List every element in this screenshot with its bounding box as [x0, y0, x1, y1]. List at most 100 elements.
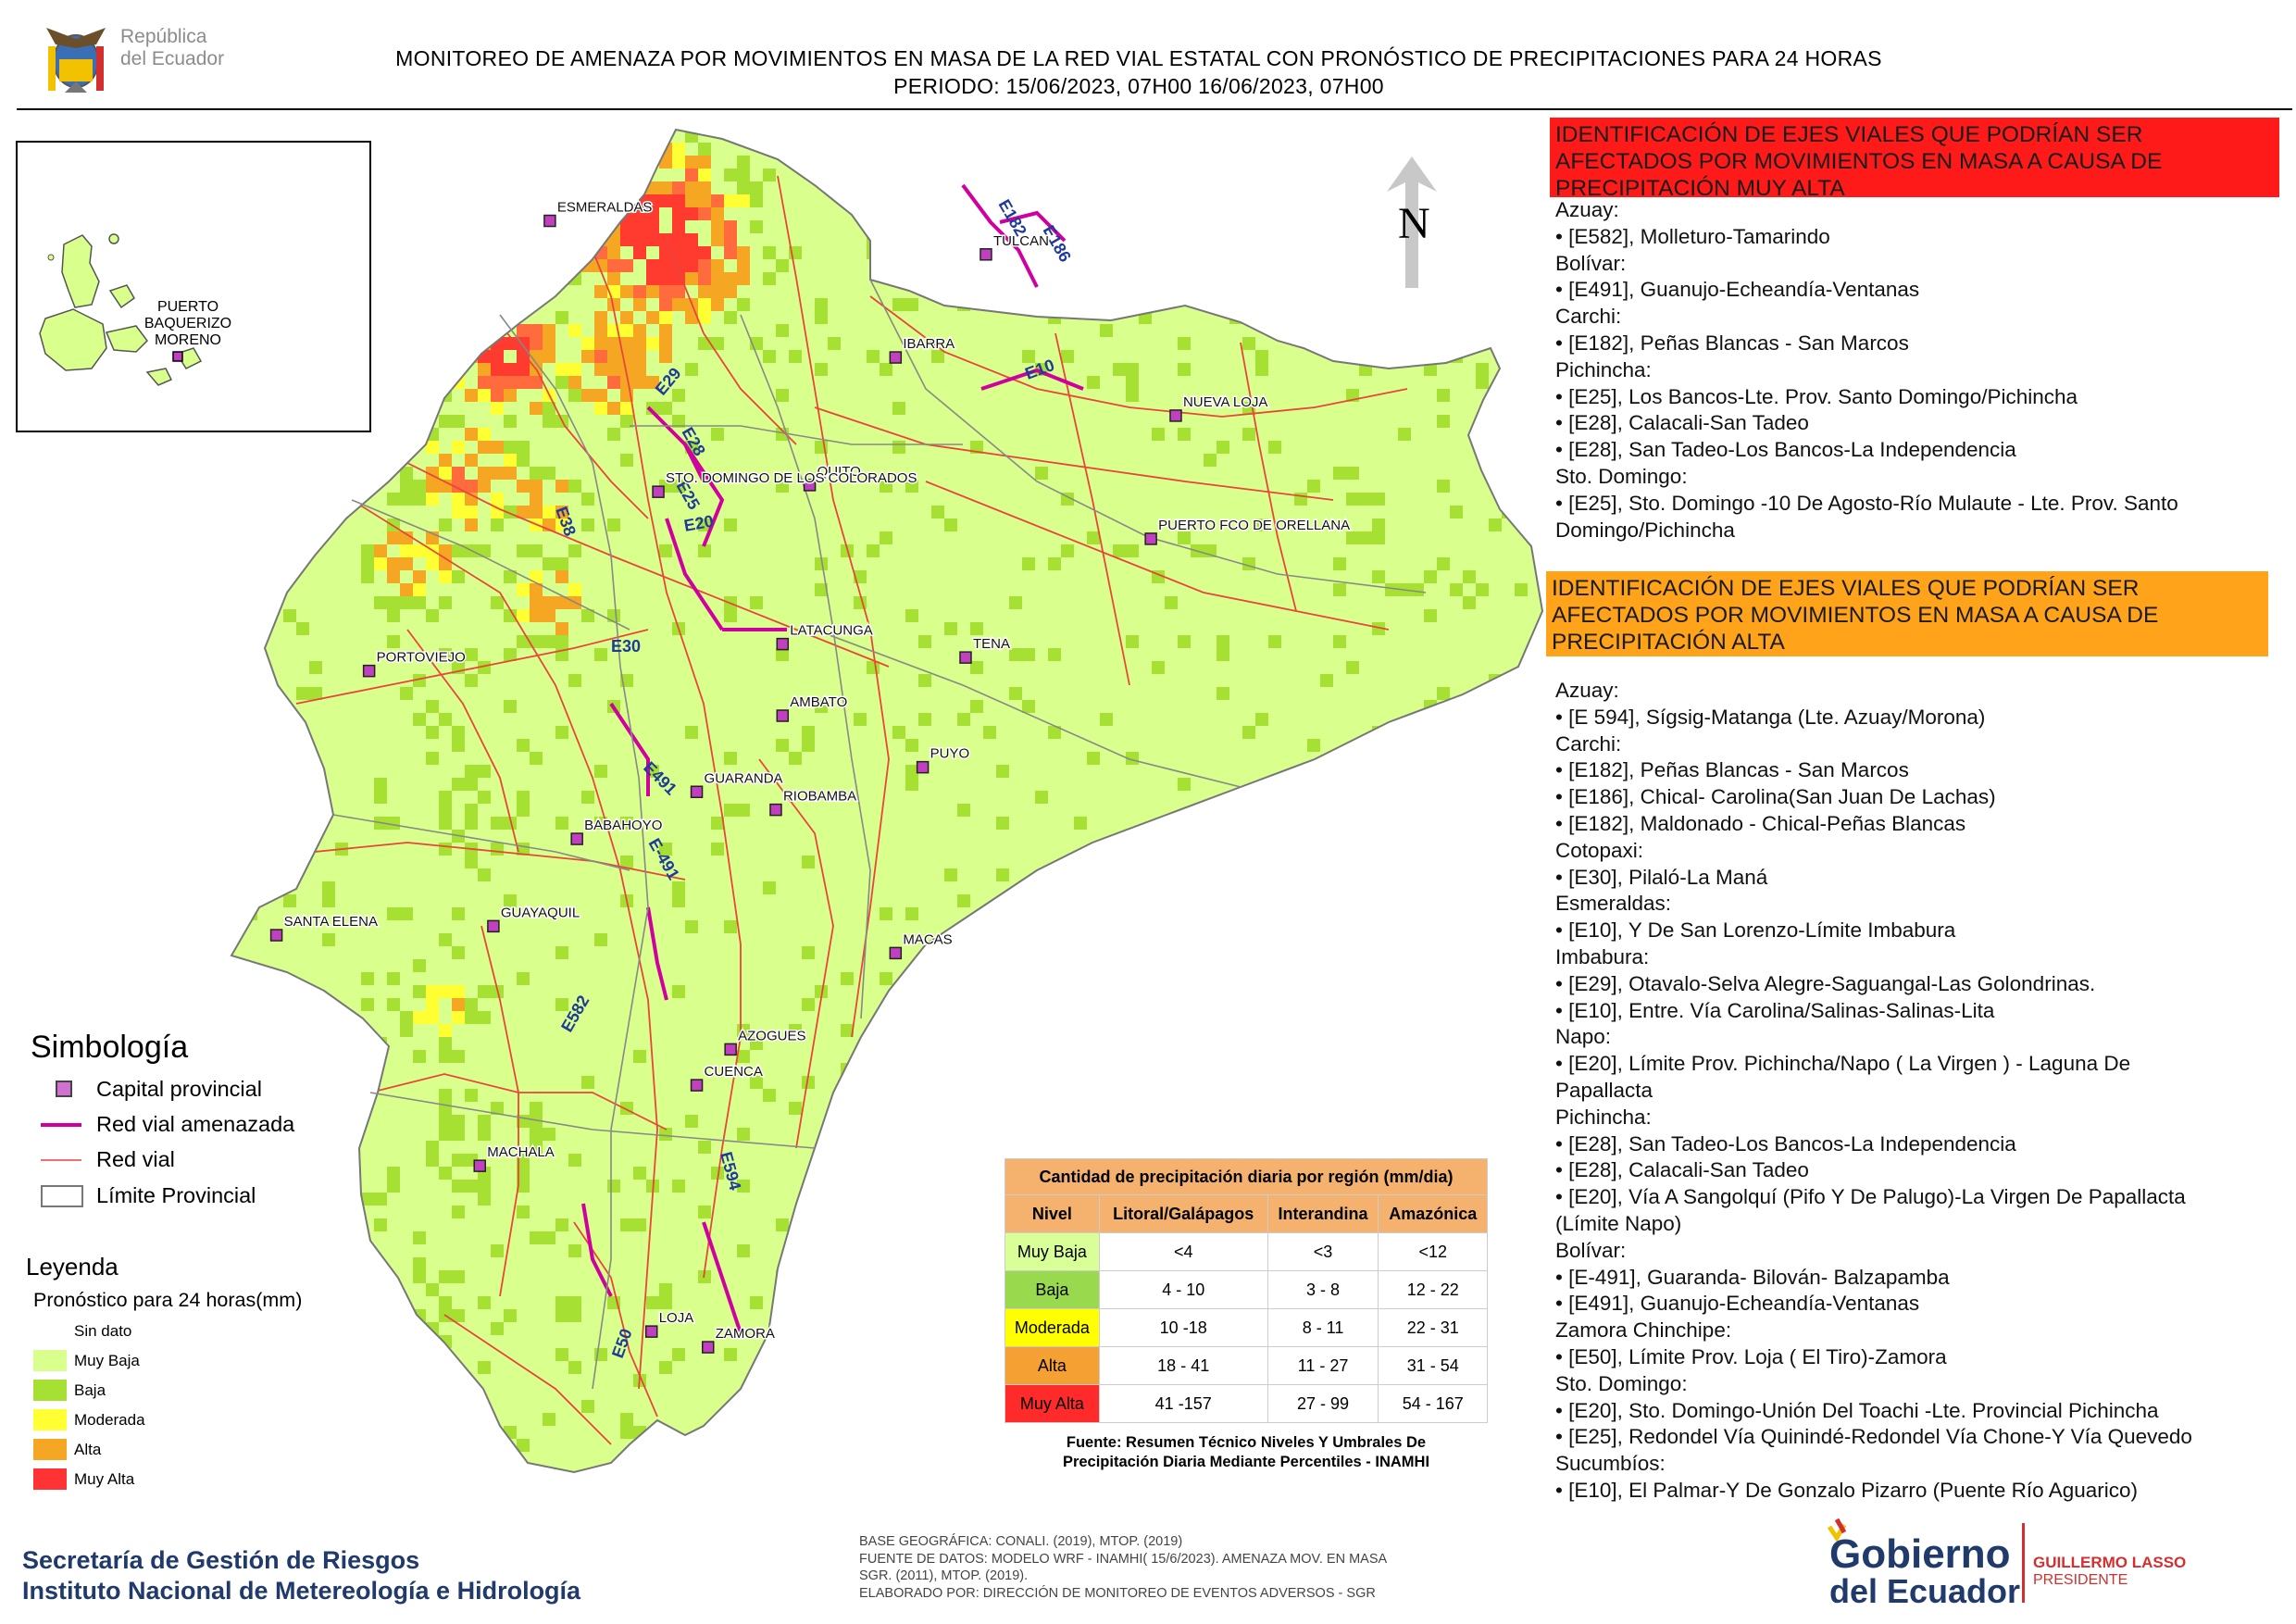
city-marker [889, 946, 903, 960]
gobierno-del-ecuador-logo: Gobierno del Ecuador GUILLERMO LASSO PRE… [1827, 1518, 2186, 1610]
threshold-cell: 10 -18 [1098, 1308, 1268, 1347]
legend-swatch [33, 1350, 67, 1371]
high-threat-road-list: Azuay: • [E 594], Sígsig-Matanga (Lte. Az… [1555, 678, 2192, 1505]
city-label: AMBATO [790, 694, 847, 710]
threatened-road [609, 702, 650, 796]
threatened-road [646, 906, 668, 1001]
threatened-road [702, 1221, 742, 1334]
road-item: • [E10], El Palmar-Y De Gonzalo Pizarro … [1555, 1478, 2139, 1502]
threshold-cell: <12 [1378, 1232, 1488, 1271]
high-heading-line: IDENTIFICACIÓN DE EJES VIALES QUE PODRÍA… [1552, 576, 2140, 601]
province-name: Sto. Domingo: [1555, 1371, 1688, 1395]
city-marker [362, 664, 376, 678]
road-network [295, 175, 1408, 1445]
city-label: STO. DOMINGO DE LOS COLORADOS [666, 470, 917, 486]
very-high-heading-line: IDENTIFICACIÓN DE EJES VIALES QUE PODRÍA… [1555, 122, 2143, 147]
threshold-cell: 22 - 31 [1378, 1308, 1488, 1347]
leyenda-subtitle: Pronóstico para 24 horas(mm) [33, 1289, 303, 1311]
ecuador-coat-of-arms-icon [46, 28, 106, 93]
city-marker [690, 1079, 704, 1092]
city-label: TULCAN [993, 233, 1049, 249]
map-period: PERIODO: 15/06/2023, 07H00 16/06/2023, 0… [893, 74, 1384, 98]
table-header: Interandina [1267, 1194, 1379, 1233]
boundary-label: Límite Provincial [96, 1183, 256, 1207]
very-high-threat-road-list: Azuay: • [E582], Molleturo-Tamarindo Bolív… [1555, 197, 2178, 543]
road-item: • [E28], Calacali-San Tadeo [1555, 411, 1809, 435]
legend-label: Baja [74, 1381, 106, 1399]
province-name: Zamora Chinchipe: [1555, 1318, 1732, 1343]
city-label: TENA [973, 636, 1010, 652]
city-marker [1144, 532, 1157, 545]
threshold-cell: 54 - 167 [1378, 1384, 1488, 1423]
city-marker [690, 785, 704, 799]
road-item: • [E20], Vía A Sangolquí (Pifo Y De Palu… [1555, 1185, 2186, 1209]
province-name: Esmeraldas: [1555, 892, 1672, 916]
province-name: Sucumbíos: [1555, 1452, 1666, 1476]
road-item: • [E-491], Guaranda- Bilován- Balzapamba [1555, 1265, 1950, 1289]
galapagos-inset: PUERTO BAQUERIZO MORENO [16, 141, 371, 432]
republica-line1: República [120, 26, 207, 47]
city-label: LATACUNGA [790, 623, 872, 639]
source-text: BASE GEOGRÁFICA: CONALI. (2019), MTOP. (… [859, 1534, 1183, 1549]
level-cell: Muy Baja [1004, 1232, 1100, 1271]
road-item: • [E491], Guanujo-Echeandía-Ventanas [1555, 1292, 1920, 1316]
header-divider [17, 108, 2292, 110]
republica-del-ecuador-text: República del Ecuador [120, 26, 224, 70]
legend-swatch [33, 1380, 67, 1401]
source-text: ELABORADO POR: DIRECCIÓN DE MONITOREO DE… [859, 1585, 1376, 1601]
legend-label: Moderada [74, 1411, 145, 1429]
table-row: Muy Alta 41 -157 27 - 99 54 - 167 [1004, 1384, 1488, 1423]
city-label: PORTOVIEJO [377, 650, 466, 666]
very-high-heading-line: AFECTADOS POR MOVIMIENTOS EN MASA A CAUS… [1555, 149, 2163, 174]
boundary-symbol-icon [41, 1185, 83, 1207]
threatened-road-label: Red vial amenazada [96, 1112, 295, 1136]
level-cell: Alta [1004, 1346, 1100, 1385]
city-marker [769, 803, 782, 817]
road-item: • [E182], Peñas Blancas - San Marcos [1555, 758, 1909, 782]
threshold-cell: 41 -157 [1098, 1384, 1268, 1423]
city-marker [776, 637, 790, 651]
city-marker [889, 351, 903, 364]
threshold-cell: 4 - 10 [1098, 1270, 1268, 1309]
inset-city-label-3: MORENO [155, 332, 221, 348]
table-header: Litoral/Galápagos [1098, 1194, 1268, 1233]
road-item: • [E29], Otavalo-Selva Alegre-Saguangal-… [1555, 971, 2096, 995]
table-source: Fuente: Resumen Técnico Niveles Y Umbral… [1004, 1433, 1488, 1472]
city-marker [724, 1043, 737, 1056]
city-label: SANTA ELENA [284, 914, 378, 930]
province-name: Carchi: [1555, 305, 1622, 329]
threshold-cell: 31 - 54 [1378, 1346, 1488, 1385]
city-label: GUARANDA [705, 770, 783, 786]
very-high-threat-heading: IDENTIFICACIÓN DE EJES VIALES QUE PODRÍA… [1550, 118, 2279, 201]
ecuador-map: E182E186E10E29E28E25E20E38E30E491E-491E5… [230, 128, 1544, 1474]
city-marker [916, 760, 930, 774]
threshold-cell: <4 [1098, 1232, 1268, 1271]
table-row: Alta 18 - 41 11 - 27 31 - 54 [1004, 1346, 1488, 1385]
leyenda-title: Leyenda [26, 1253, 119, 1280]
road-item: • [E582], Molleturo-Tamarindo [1555, 224, 1830, 248]
road-item: • [E28], Calacali-San Tadeo [1555, 1158, 1809, 1182]
threshold-cell: 27 - 99 [1267, 1384, 1379, 1423]
country-outline [230, 128, 1544, 1474]
road-item: • [E25], Los Bancos-Lte. Prov. Santo Dom… [1555, 384, 2078, 408]
threshold-cell: <3 [1267, 1232, 1379, 1271]
source-line: Precipitación Diaria Mediante Percentile… [1062, 1454, 1430, 1470]
threatened-road-symbol-icon [41, 1123, 81, 1127]
table-row: Baja 4 - 10 3 - 8 12 - 22 [1004, 1270, 1488, 1309]
province-name: (Límite Napo) [1555, 1211, 1682, 1235]
galapagos-map: PUERTO BAQUERIZO MORENO [39, 233, 231, 386]
inset-city-label-2: BAQUERIZO [144, 316, 231, 331]
threatened-road [683, 443, 725, 547]
table-caption: Cantidad de precipitación diaria por reg… [1004, 1158, 1488, 1195]
sgr-name: Secretaría de Gestión de Riesgos [22, 1546, 420, 1574]
road-item: • [E182], Maldonado - Chical-Peñas Blanc… [1555, 811, 1966, 835]
source-text: SGR. (2011), MTOP. (2019). [859, 1568, 1029, 1583]
city-label: BABAHOYO [584, 818, 662, 833]
road-item: • [E25], Sto. Domingo -10 De Agosto-Río … [1555, 491, 2178, 515]
threatened-roads [581, 183, 1084, 1334]
city-marker [543, 214, 556, 228]
level-cell: Baja [1004, 1270, 1100, 1309]
table-row: Moderada 10 -18 8 - 11 22 - 31 [1004, 1308, 1488, 1347]
city-label: GUAYAQUIL [501, 905, 580, 920]
legend-swatch [33, 1468, 67, 1490]
